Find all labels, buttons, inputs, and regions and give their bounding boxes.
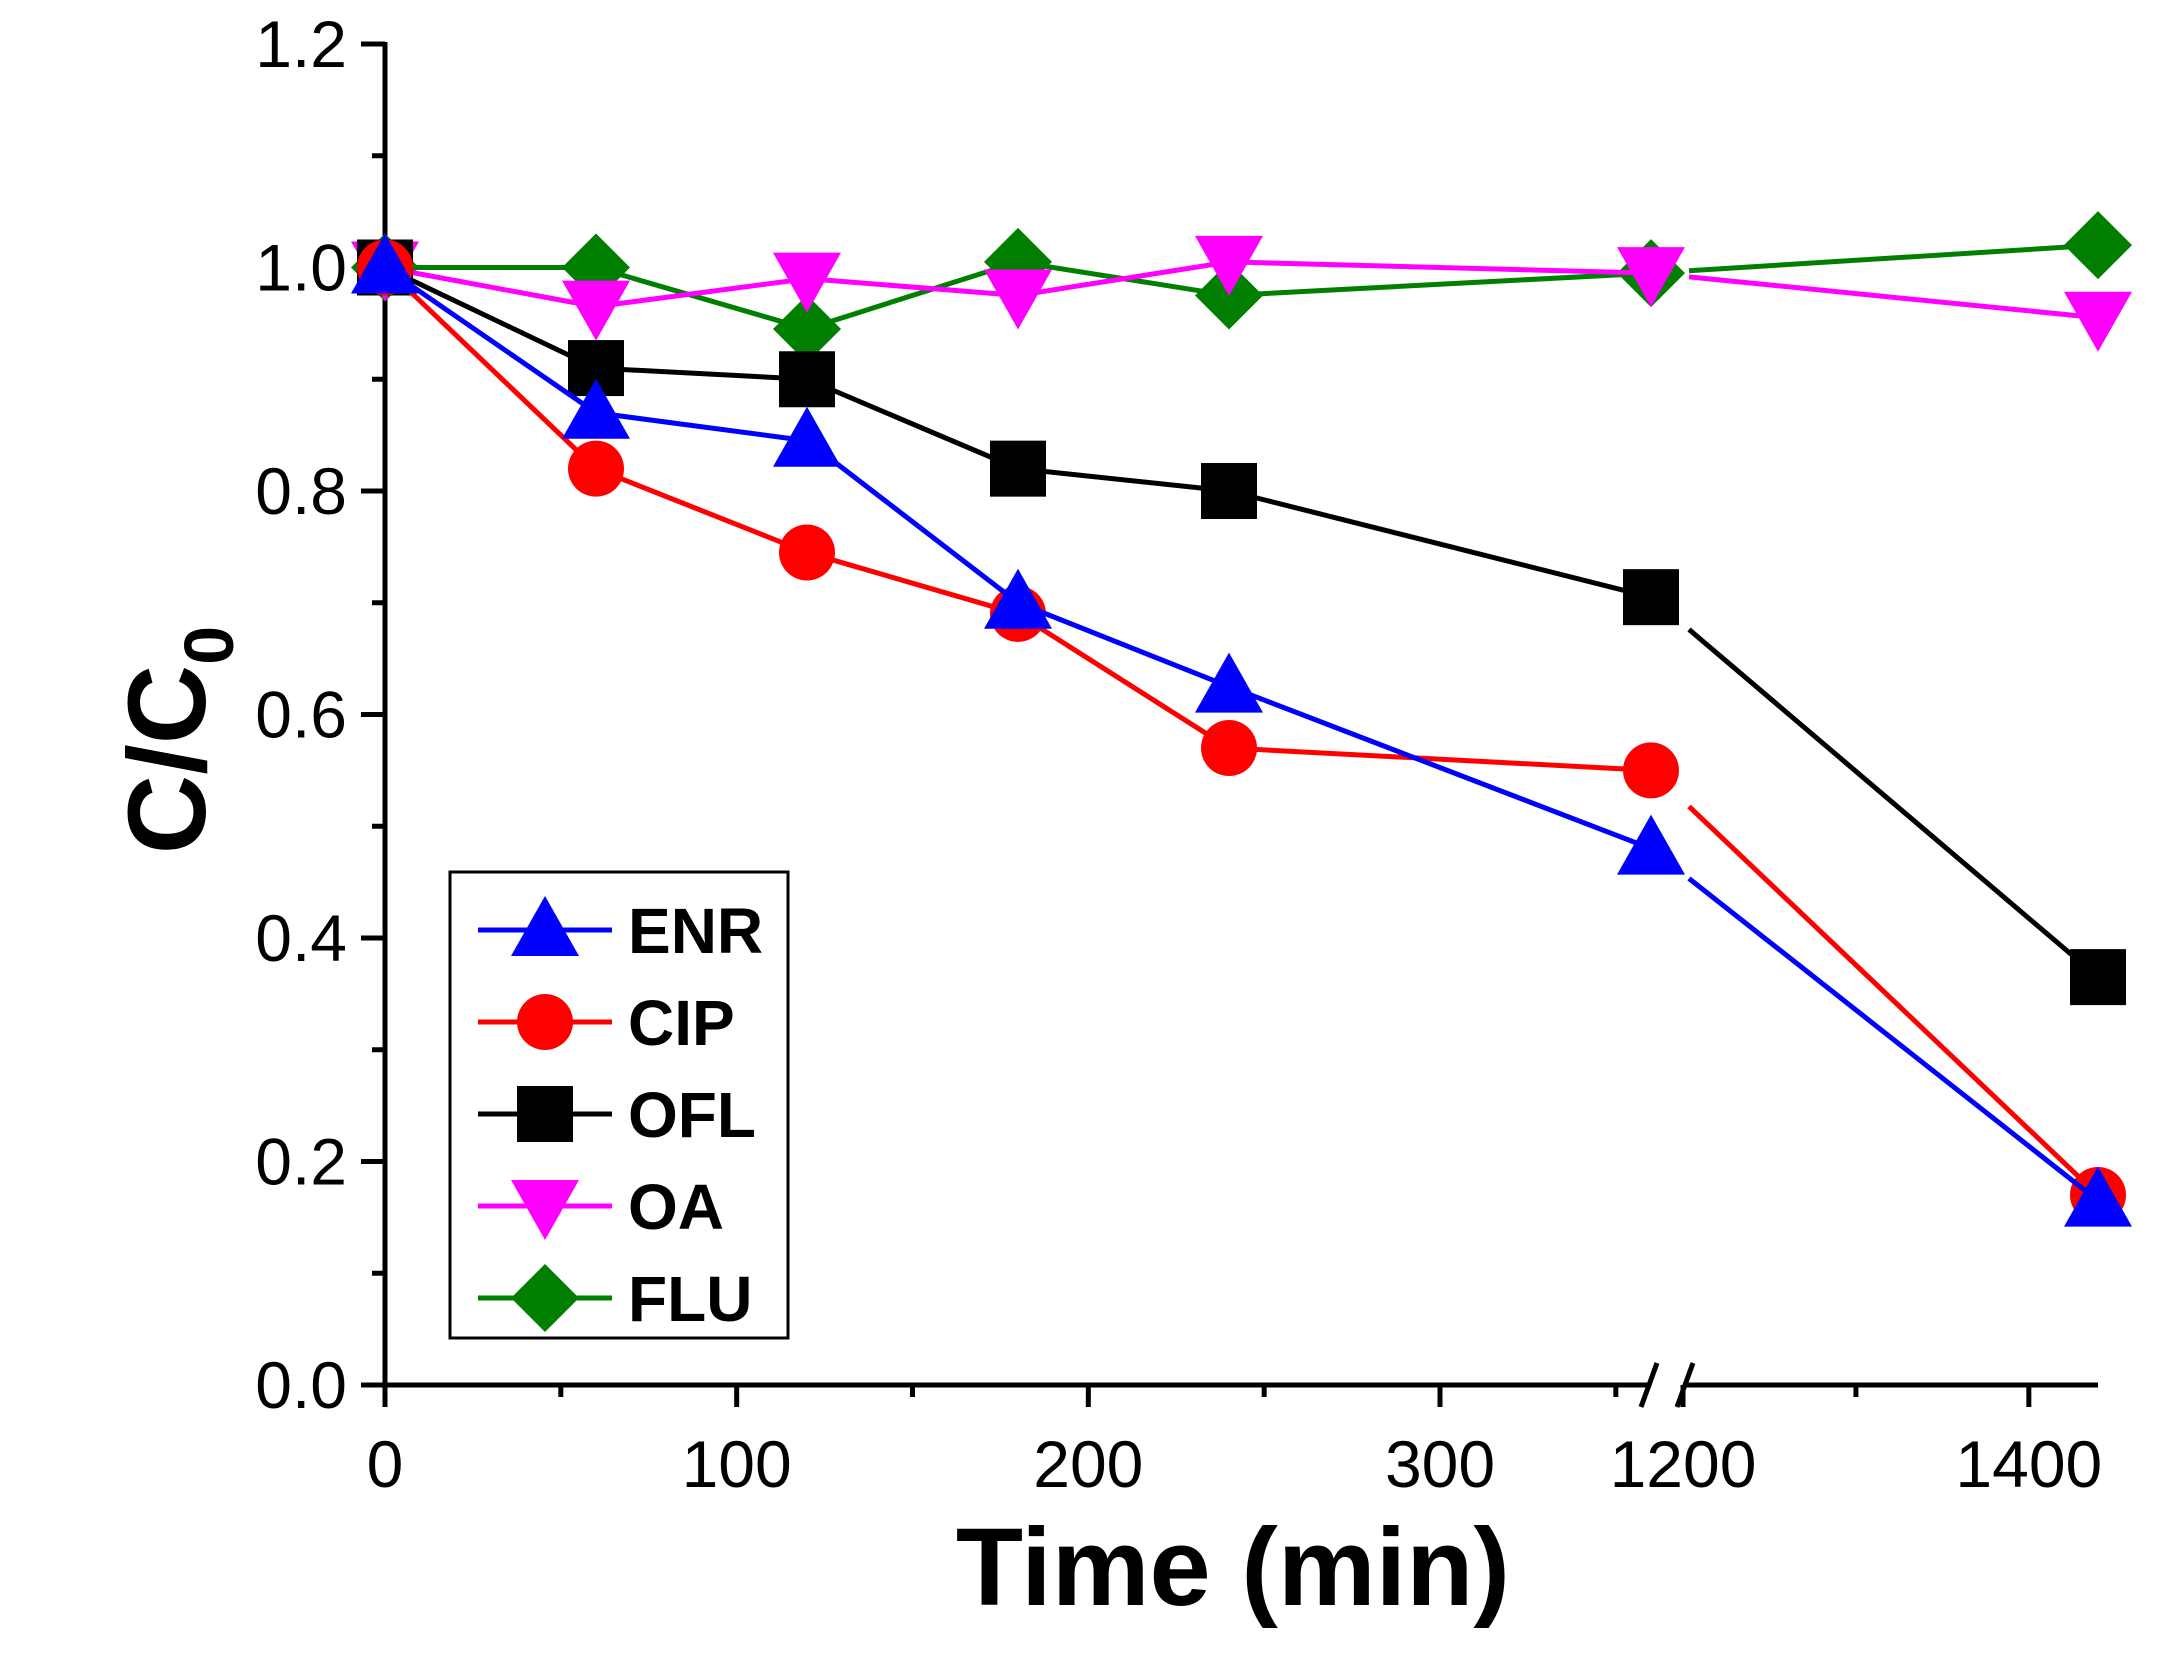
axes: 0.0 0.2 0.4 0.6 0.8 1.0 1.2 0 100 200 300 1200 1400 xyxy=(255,7,2102,1501)
series-line xyxy=(806,276,1019,298)
legend-item-oa: OA xyxy=(478,1171,724,1243)
series-oa xyxy=(351,235,2132,352)
legend-label: OA xyxy=(628,1171,724,1243)
series-line xyxy=(383,265,598,371)
legend-label: CIP xyxy=(628,987,735,1059)
y-axis-title-subscript: 0 xyxy=(170,626,248,665)
series-line xyxy=(1687,804,2100,1197)
x-tick-label: 0 xyxy=(367,1427,404,1501)
series-line xyxy=(595,265,808,332)
legend-box xyxy=(448,870,790,1340)
series-line xyxy=(806,376,1019,471)
data-point xyxy=(984,269,1052,330)
series-line xyxy=(806,259,1019,332)
data-point xyxy=(2064,291,2132,352)
legend-label: FLU xyxy=(628,1263,752,1335)
x-tick-label: 100 xyxy=(682,1427,792,1501)
series-line xyxy=(805,438,1020,605)
series-line xyxy=(1228,270,1652,298)
data-point xyxy=(779,524,835,581)
data-point xyxy=(562,378,630,439)
series-line xyxy=(1017,466,1230,494)
series-line xyxy=(595,466,808,555)
legend-marker xyxy=(517,1086,573,1142)
series-line xyxy=(595,365,808,382)
legend-item-ofl: OFL xyxy=(478,1079,756,1151)
y-tick-label: 0.4 xyxy=(255,901,347,975)
y-axis-title-main: C/C xyxy=(106,665,229,854)
x-tick-label: 300 xyxy=(1385,1427,1495,1501)
data-point xyxy=(773,406,841,467)
data-point xyxy=(568,440,624,497)
legend-item-cip: CIP xyxy=(478,987,735,1059)
series-line xyxy=(1688,242,2099,274)
legend-marker xyxy=(517,994,573,1050)
y-tick-label: 0.2 xyxy=(255,1125,347,1199)
series-line xyxy=(1228,488,1652,600)
data-point xyxy=(351,233,419,294)
data-point xyxy=(990,440,1046,497)
data-point xyxy=(2064,1166,2132,1227)
data-point xyxy=(1617,814,1685,875)
series-line xyxy=(595,410,808,444)
series-line xyxy=(1228,684,1652,851)
series-line xyxy=(595,276,808,310)
data-point xyxy=(984,568,1052,629)
data-point xyxy=(779,351,835,408)
data-point xyxy=(1623,742,1679,799)
legend-item-flu: FLU xyxy=(478,1263,752,1335)
series-line xyxy=(1687,627,2100,980)
series-line xyxy=(383,265,598,415)
legend-item-enr: ENR xyxy=(478,895,763,967)
series-enr xyxy=(351,233,2132,1227)
series-line xyxy=(1228,745,1652,773)
data-point xyxy=(1195,652,1263,713)
series-line xyxy=(1228,259,1652,276)
series-line xyxy=(1017,600,1230,689)
series-line xyxy=(384,265,597,310)
y-axis-title: C/C0 xyxy=(106,626,248,854)
data-point xyxy=(1201,720,1257,777)
series-line xyxy=(383,265,598,471)
series-line xyxy=(1687,876,2100,1203)
axis-break-mark xyxy=(1638,1362,1660,1408)
series-line xyxy=(1017,259,1230,298)
y-tick-label: 1.0 xyxy=(255,231,347,305)
plot-area: 0.0 0.2 0.4 0.6 0.8 1.0 1.2 0 100 200 300 1200 1400 E… xyxy=(255,7,2132,1501)
series-line xyxy=(1688,274,2099,321)
y-tick-label: 0.8 xyxy=(255,454,347,528)
y-tick-label: 0.6 xyxy=(255,678,347,752)
data-point xyxy=(2070,949,2126,1006)
data-point xyxy=(1201,463,1257,519)
y-tick-label: 0.0 xyxy=(255,1348,347,1422)
legend: ENR CIP OFL OA FLU xyxy=(448,870,790,1340)
x-axis-title: Time (min) xyxy=(956,1506,1510,1629)
legend-marker xyxy=(511,1264,579,1332)
legend-label: ENR xyxy=(628,895,763,967)
y-tick-label: 1.2 xyxy=(255,7,347,81)
x-tick-label: 200 xyxy=(1033,1427,1143,1501)
data-point xyxy=(1195,235,1263,296)
x-tick-label: 1200 xyxy=(1610,1427,1757,1501)
data-point xyxy=(562,280,630,341)
data-point xyxy=(1623,569,1679,626)
legend-marker xyxy=(511,896,579,956)
x-tick-label: 1400 xyxy=(1955,1427,2102,1501)
series-line xyxy=(806,550,1019,617)
data-point xyxy=(1617,247,1685,308)
legend-label: OFL xyxy=(628,1079,756,1151)
data-point xyxy=(773,252,841,313)
data-point xyxy=(2064,211,2132,280)
data-point xyxy=(773,294,841,363)
legend-marker xyxy=(511,1180,579,1240)
series-line xyxy=(1016,611,1231,751)
